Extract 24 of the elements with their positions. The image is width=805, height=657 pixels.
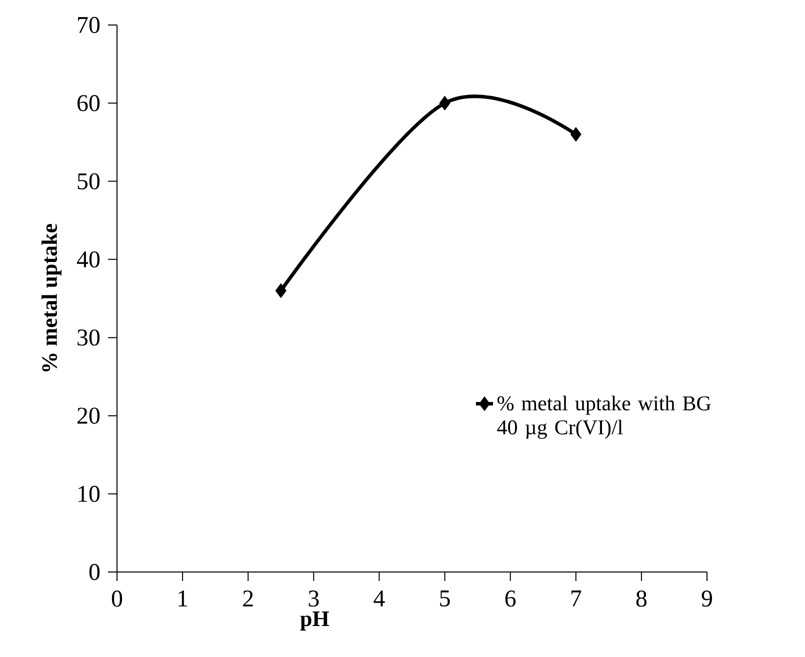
y-axis-title: % metal uptake [42, 224, 62, 372]
x-tick-label: 5 [440, 590, 450, 606]
legend-label: % metal uptake with BG 40 µg Cr(VI)/l [497, 396, 711, 439]
x-tick-label: 4 [374, 590, 385, 606]
x-tick-label: 7 [571, 590, 582, 606]
y-tick-label: 60 [78, 95, 100, 112]
point [275, 283, 286, 298]
y-tick-label: 40 [76, 251, 100, 268]
x-tick-label: 1 [178, 590, 188, 606]
x-tick-label: 6 [505, 590, 516, 607]
y-tick-label: 70 [78, 16, 100, 34]
x-axis-title: pH [300, 612, 329, 631]
x-tick-label: 0 [112, 590, 122, 607]
y-tick-label: 30 [78, 329, 100, 346]
x-tick-label: 8 [636, 590, 647, 607]
x-tick-label: 3 [308, 590, 319, 607]
y-tick-label: 10 [78, 486, 100, 502]
y-tick-label: 20 [78, 408, 100, 424]
point [570, 127, 582, 142]
y-tick-label: 0 [89, 564, 100, 580]
y-tick-label: 50 [78, 173, 100, 190]
x-tick-label: 9 [702, 590, 712, 607]
x-tick-label: 2 [243, 590, 253, 606]
point [439, 96, 450, 110]
